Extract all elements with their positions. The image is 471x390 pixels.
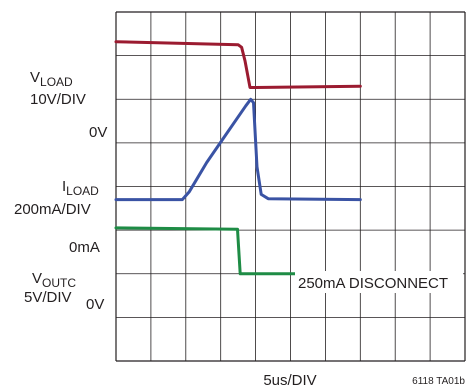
iload-scale: 200mA/DIV	[14, 201, 91, 218]
iload-label: ILOAD	[62, 178, 99, 198]
vload-scale: 10V/DIV	[30, 91, 86, 108]
voutc-scale: 5V/DIV	[24, 289, 72, 306]
iload-trace	[114, 97, 362, 202]
vload-label: VLOAD	[30, 69, 73, 89]
vload-zero-label: 0V	[89, 124, 107, 141]
graticule	[115, 11, 466, 362]
voutc-zero-label: 0V	[86, 296, 104, 313]
voutc-trace	[114, 226, 362, 276]
traces	[114, 40, 362, 276]
x-axis-label: 5us/DIV	[263, 372, 316, 389]
iload-zero-label: 0mA	[69, 239, 100, 256]
annotation-250ma-disconnect: 250mA DISCONNECT	[298, 275, 448, 292]
figure-id: 6118 TA01b	[412, 376, 465, 387]
vload-trace	[114, 40, 362, 89]
voutc-label: VOUTC	[32, 270, 76, 290]
annotation-backdrop	[295, 271, 463, 293]
